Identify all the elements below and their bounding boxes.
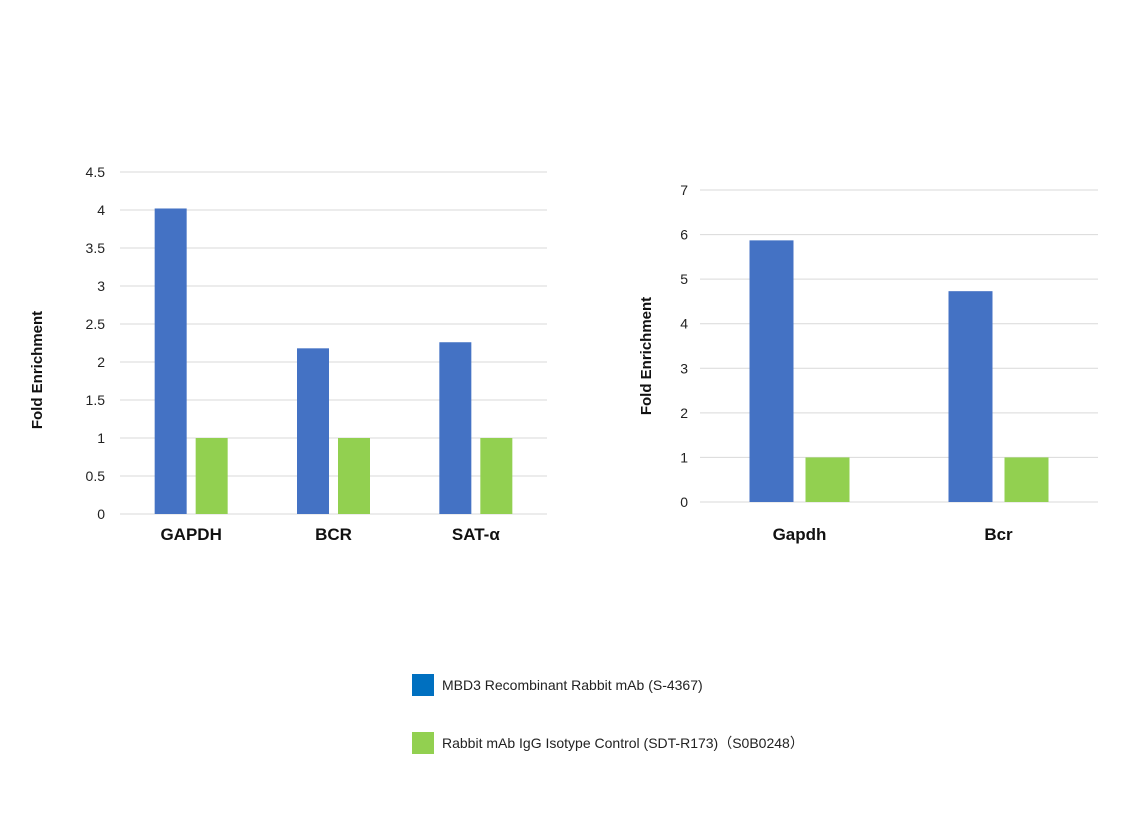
y-tick-label: 2.5 <box>86 316 106 332</box>
y-axis-label: Fold Enrichment <box>638 297 655 415</box>
x-category-label: Bcr <box>984 525 1013 544</box>
bar-mbd3 <box>948 291 993 502</box>
legend-swatch-mbd3 <box>412 674 434 696</box>
bar-mbd3 <box>749 240 794 502</box>
y-tick-label: 0 <box>97 506 105 522</box>
x-category-label: SAT-α <box>452 525 500 544</box>
y-axis-label: Fold Enrichment <box>29 311 46 429</box>
bar-mbd3 <box>154 208 187 515</box>
y-tick-label: 2 <box>680 405 688 421</box>
y-tick-label: 1 <box>97 430 105 446</box>
chart-right: 0 1 2 3 4 5 6 7 Fold Enrichment Gapdh Bcr <box>638 182 1098 544</box>
y-tick-label: 7 <box>680 182 688 198</box>
y-tick-label: 4.5 <box>86 164 106 180</box>
y-tick-label: 6 <box>680 227 688 243</box>
y-tick-label: 1 <box>680 449 688 465</box>
y-tick-label: 0 <box>680 494 688 510</box>
y-tick-label: 4 <box>680 316 688 332</box>
x-category-label: BCR <box>315 525 352 544</box>
bar-igg <box>338 438 370 514</box>
bar-mbd3 <box>297 348 329 514</box>
bar-igg <box>805 457 850 502</box>
bar-mbd3 <box>439 342 472 514</box>
bar-igg <box>195 438 228 514</box>
y-tick-label: 3 <box>680 360 688 376</box>
y-tick-label: 2 <box>97 354 105 370</box>
y-tick-label: 5 <box>680 271 688 287</box>
x-category-label: GAPDH <box>160 525 221 544</box>
chart-left: 0 0.5 1 1.5 2 2.5 3 3.5 4 4.5 Fold Enrichment GAPDH… <box>29 164 547 544</box>
y-tick-label: 4 <box>97 202 105 218</box>
y-tick-label: 3 <box>97 278 105 294</box>
x-category-label: Gapdh <box>773 525 827 544</box>
legend-item-mbd3: MBD3 Recombinant Rabbit mAb (S-4367) <box>412 674 703 696</box>
bar-igg <box>480 438 513 514</box>
legend-label-mbd3: MBD3 Recombinant Rabbit mAb (S-4367) <box>442 677 703 693</box>
legend-item-igg: Rabbit mAb IgG Isotype Control (SDT-R173… <box>412 732 804 754</box>
legend-swatch-igg <box>412 732 434 754</box>
y-tick-label: 0.5 <box>86 468 106 484</box>
bar-igg <box>1004 457 1049 502</box>
y-tick-label: 1.5 <box>86 392 106 408</box>
y-tick-label: 3.5 <box>86 240 106 256</box>
legend-label-igg: Rabbit mAb IgG Isotype Control (SDT-R173… <box>442 735 804 751</box>
